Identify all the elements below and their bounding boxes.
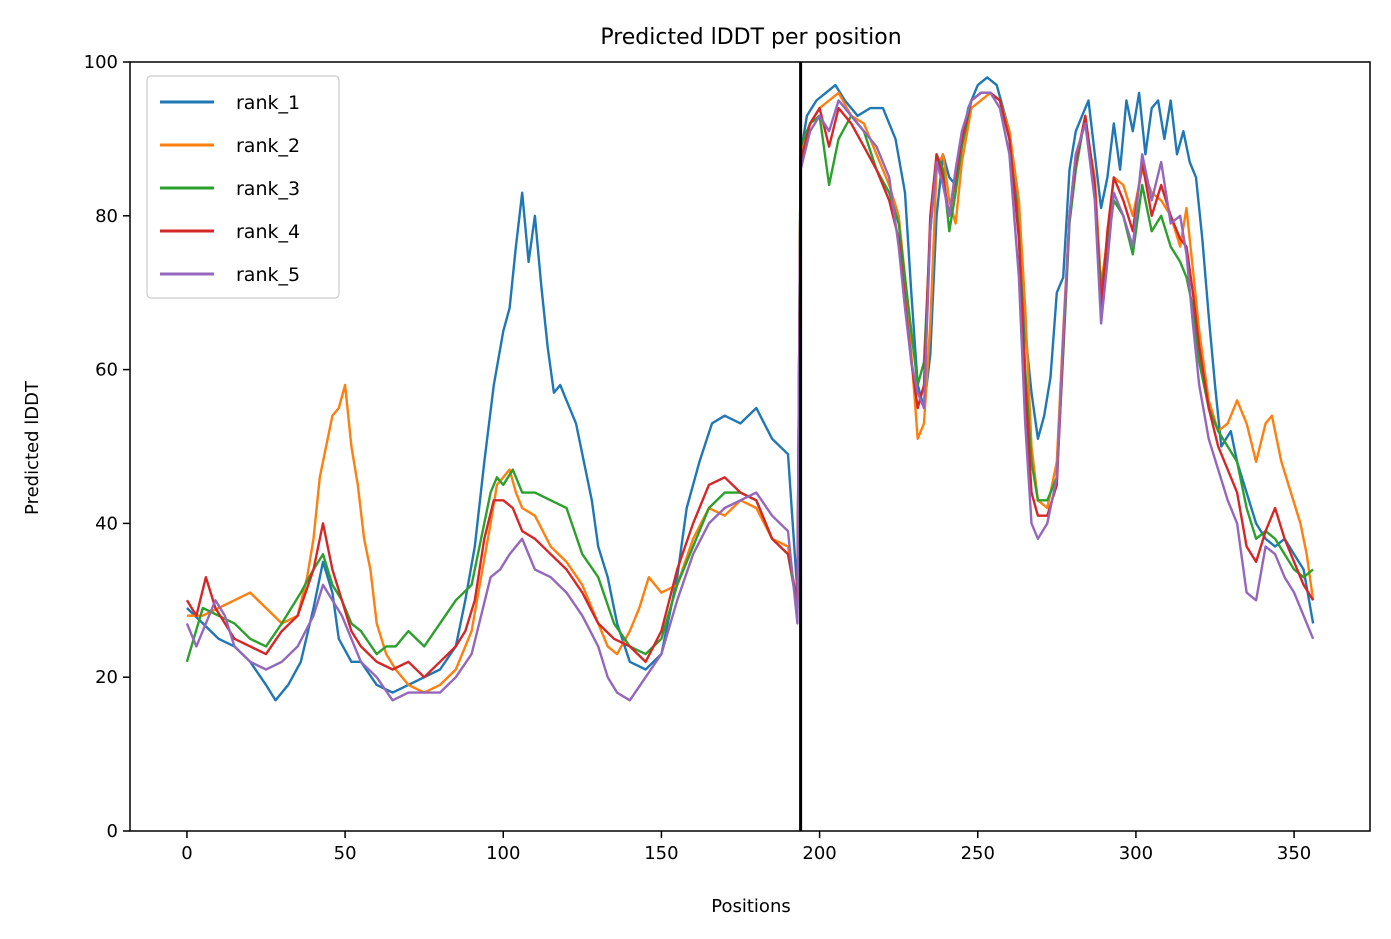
y-axis-label: Predicted lDDT bbox=[22, 380, 43, 515]
legend-label-rank-5: rank_5 bbox=[236, 264, 300, 286]
plot-frame bbox=[129, 61, 1371, 832]
y-tick-label: 20 bbox=[95, 667, 118, 688]
series-lines bbox=[185, 76, 1315, 702]
series-line-rank-1 bbox=[186, 76, 1315, 702]
series-line-rank-3 bbox=[185, 91, 1314, 663]
legend-label-rank-3: rank_3 bbox=[236, 178, 300, 200]
x-tick-label: 200 bbox=[802, 843, 836, 864]
x-tick-label: 250 bbox=[961, 843, 995, 864]
x-tick-label: 50 bbox=[334, 843, 357, 864]
y-tick-label: 0 bbox=[107, 821, 118, 842]
legend-box bbox=[146, 75, 340, 299]
legend-label-rank-4: rank_4 bbox=[236, 221, 300, 243]
x-tick-label: 100 bbox=[486, 843, 520, 864]
x-axis-label: Positions bbox=[711, 896, 790, 917]
legend-label-rank-1: rank_1 bbox=[236, 92, 300, 114]
y-tick-label: 40 bbox=[95, 513, 118, 534]
y-axis-ticks: 0 20 40 60 80 100 bbox=[84, 52, 130, 842]
x-axis-ticks: 0 50 100 150 200 250 300 350 bbox=[181, 831, 1311, 864]
x-tick-label: 150 bbox=[644, 843, 678, 864]
x-tick-label: 300 bbox=[1119, 843, 1153, 864]
legend-label-rank-2: rank_2 bbox=[236, 135, 300, 157]
chart-title: Predicted lDDT per position bbox=[600, 25, 901, 50]
series-line-rank-5 bbox=[185, 91, 1315, 702]
series-line-rank-4 bbox=[185, 91, 1315, 679]
x-tick-label: 350 bbox=[1277, 843, 1311, 864]
x-tick-label: 0 bbox=[181, 843, 192, 864]
y-tick-label: 60 bbox=[95, 360, 118, 381]
y-tick-label: 80 bbox=[95, 206, 118, 227]
legend: rank_1 rank_2 rank_3 rank_4 rank_5 bbox=[146, 75, 340, 299]
y-tick-label: 100 bbox=[84, 52, 118, 73]
